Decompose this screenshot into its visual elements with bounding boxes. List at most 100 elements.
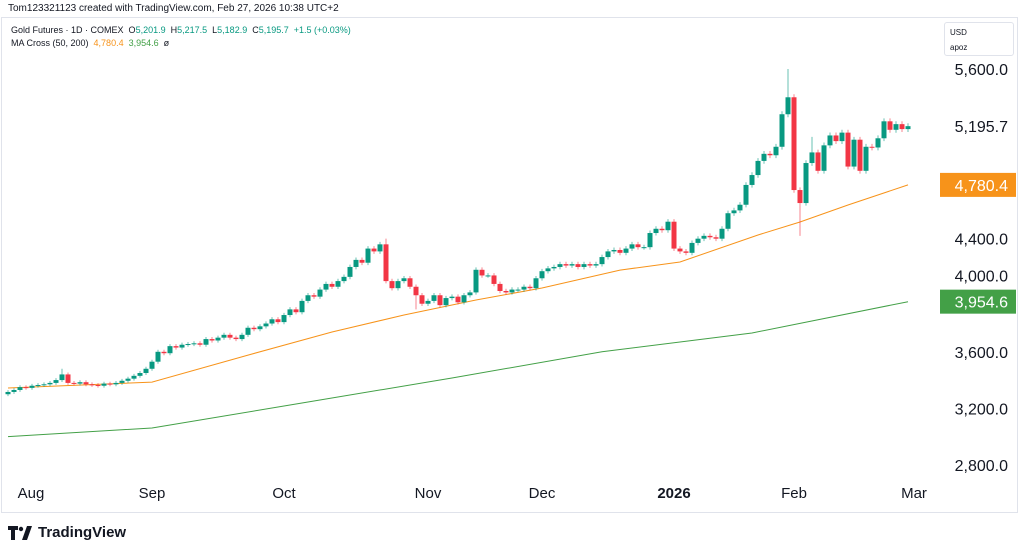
- candle-body: [263, 323, 269, 327]
- candle-body: [83, 382, 89, 385]
- candle-body: [893, 124, 899, 130]
- candle-body: [521, 286, 527, 290]
- tradingview-logo[interactable]: TradingView: [8, 524, 126, 541]
- y-tick-label: 5,600.0: [955, 62, 1008, 79]
- candle-body: [539, 271, 545, 279]
- symbol-name: Gold Futures · 1D · COMEX: [11, 25, 124, 35]
- candle-body: [89, 384, 95, 386]
- candle-body: [431, 295, 437, 301]
- symbol-legend-row[interactable]: Gold Futures · 1D · COMEX O5,201.9 H5,21…: [11, 24, 351, 37]
- candle-body: [839, 132, 845, 142]
- ma-200-price-tag: 3,954.6: [955, 295, 1008, 312]
- candle-body: [419, 295, 425, 304]
- candle-body: [593, 264, 599, 266]
- x-tick-label: Aug: [18, 485, 45, 502]
- candle-body: [833, 135, 839, 142]
- candle-body: [227, 334, 233, 338]
- candle-body: [491, 275, 497, 284]
- candle-body: [569, 264, 575, 266]
- candle-body: [533, 278, 539, 289]
- candle-body: [65, 374, 71, 383]
- candle-body: [47, 382, 53, 385]
- candle-body: [887, 121, 893, 130]
- candle-body: [707, 235, 713, 238]
- candle-body: [239, 334, 245, 340]
- candle-body: [221, 334, 227, 338]
- candle-body: [509, 289, 515, 293]
- x-tick-label: Mar: [901, 485, 927, 502]
- currency-unit-selector[interactable]: USD apoz: [944, 22, 1014, 56]
- candle-body: [611, 249, 617, 252]
- candle-body: [413, 286, 419, 296]
- candle-body: [905, 126, 911, 130]
- indicator-name: MA Cross (50, 200): [11, 38, 89, 48]
- candle-body: [377, 244, 383, 252]
- candle-body: [197, 343, 203, 345]
- candle-body: [245, 327, 251, 335]
- candle-body: [17, 387, 23, 390]
- candle-body: [299, 300, 305, 313]
- ma-fast-value: 4,780.4: [93, 38, 124, 48]
- candle-body: [293, 309, 299, 313]
- author-credit: Tom123321123 created with TradingView.co…: [8, 3, 339, 14]
- candle-body: [311, 295, 317, 297]
- candle-body: [95, 385, 101, 387]
- candle-body: [467, 292, 473, 296]
- candle-body: [647, 233, 653, 248]
- candle-body: [23, 387, 29, 389]
- candle-body: [137, 373, 143, 376]
- candle-body: [335, 281, 341, 287]
- candle-body: [863, 146, 869, 171]
- open-label: O: [128, 25, 136, 35]
- candle-body: [725, 213, 731, 229]
- candle-body: [635, 244, 641, 248]
- candle-body: [629, 244, 635, 249]
- chart-frame: [1, 17, 1018, 513]
- candle-body: [359, 259, 365, 263]
- candle-body: [683, 251, 689, 253]
- candle-body: [767, 153, 773, 156]
- candle-body: [485, 275, 491, 277]
- y-tick-label: 2,800.0: [955, 458, 1008, 475]
- candle-body: [689, 242, 695, 253]
- candle-body: [641, 247, 647, 249]
- high-label: H: [170, 25, 178, 35]
- candle-body: [347, 266, 353, 277]
- candle-body: [119, 380, 125, 383]
- candle-body: [827, 135, 833, 146]
- candle-body: [761, 153, 767, 161]
- candle-body: [281, 315, 287, 323]
- candle-body: [809, 152, 815, 164]
- candle-body: [749, 175, 755, 185]
- candle-body: [71, 382, 77, 384]
- candle-body: [437, 295, 443, 306]
- candle-body: [851, 139, 857, 167]
- candle-body: [53, 380, 59, 383]
- candle-body: [77, 382, 83, 384]
- y-tick-label: 4,400.0: [955, 232, 1008, 249]
- open-value: 5,201.9: [135, 25, 166, 35]
- ma-200-price-tag-bg: [940, 289, 1016, 314]
- candle-body: [35, 385, 41, 387]
- candle-body: [701, 235, 707, 239]
- y-tick-label: 4,000.0: [955, 269, 1008, 286]
- indicator-legend-row[interactable]: MA Cross (50, 200) 4,780.4 3,954.6 ø: [11, 37, 351, 50]
- candle-body: [131, 375, 137, 379]
- candle-body: [371, 248, 377, 252]
- candle-body: [317, 289, 323, 297]
- unit-label: apoz: [950, 43, 968, 52]
- ma-50-price-tag-bg: [940, 172, 1016, 197]
- close-value: 5,195.7: [258, 25, 289, 35]
- candle-body: [605, 251, 611, 258]
- ma-200-line: [7, 301, 909, 438]
- candle-body: [671, 221, 677, 249]
- candle-body: [545, 268, 551, 272]
- logo-text: TradingView: [38, 524, 127, 541]
- x-tick-label: Sep: [139, 485, 166, 502]
- x-tick-label: Dec: [529, 485, 556, 502]
- candle-body: [443, 298, 449, 306]
- candle-body: [107, 383, 113, 385]
- candle-body: [773, 146, 779, 156]
- candle-body: [755, 160, 761, 176]
